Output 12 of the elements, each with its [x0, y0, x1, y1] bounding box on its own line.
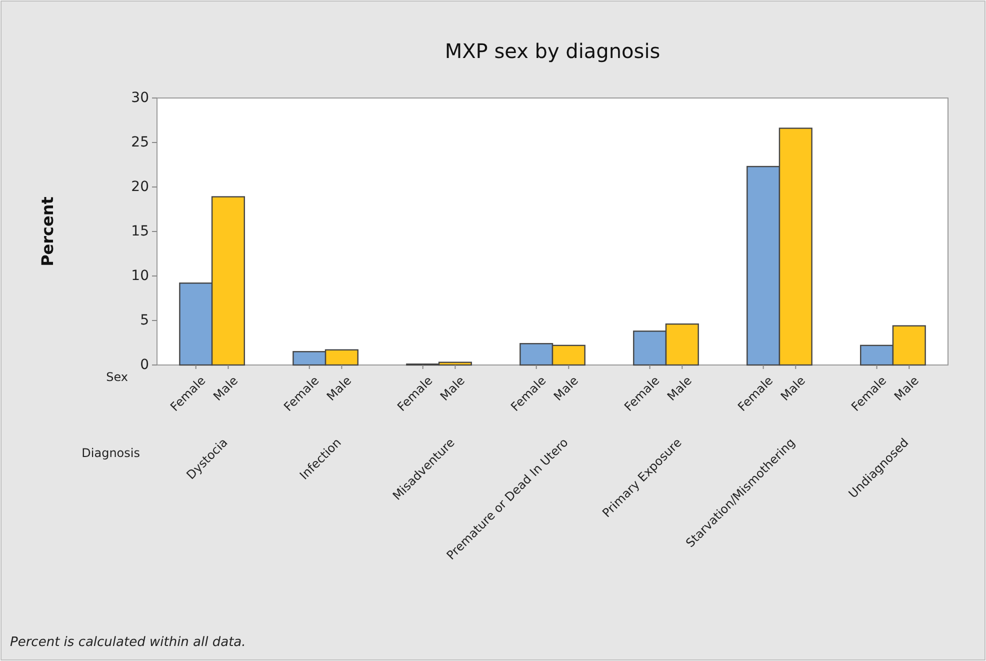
- x-axis-title: Diagnosis: [82, 446, 140, 460]
- y-tick-label: 15: [131, 224, 149, 240]
- y-tick-label: 20: [131, 179, 149, 195]
- y-tick-label: 5: [140, 312, 149, 328]
- legend-title: Sex: [106, 370, 128, 384]
- y-tick-label: 0: [140, 357, 149, 373]
- y-tick-label: 25: [131, 134, 149, 150]
- y-tick-label: 10: [131, 268, 149, 284]
- y-tick-label: 30: [131, 90, 149, 106]
- y-axis-title: Percent: [38, 196, 57, 266]
- text: Percent is calculated within all data.: [10, 635, 246, 650]
- chart-title: MXP sex by diagnosis: [444, 39, 660, 63]
